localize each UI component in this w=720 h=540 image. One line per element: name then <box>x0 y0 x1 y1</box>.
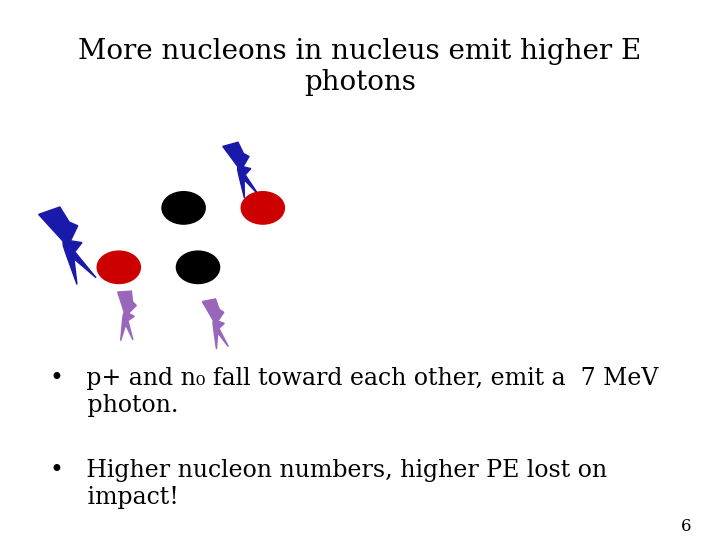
Circle shape <box>241 192 284 224</box>
Polygon shape <box>39 207 96 285</box>
Polygon shape <box>118 291 136 341</box>
Text: •   Higher nucleon numbers, higher PE lost on
     impact!: • Higher nucleon numbers, higher PE lost… <box>50 459 608 509</box>
Text: •   p+ and n₀ fall toward each other, emit a  7 MeV
     photon.: • p+ and n₀ fall toward each other, emit… <box>50 367 659 417</box>
Polygon shape <box>202 299 228 349</box>
Circle shape <box>176 251 220 284</box>
Text: More nucleons in nucleus emit higher E
photons: More nucleons in nucleus emit higher E p… <box>78 38 642 96</box>
Circle shape <box>97 251 140 284</box>
Polygon shape <box>222 142 258 198</box>
Text: 6: 6 <box>680 518 691 535</box>
Circle shape <box>162 192 205 224</box>
